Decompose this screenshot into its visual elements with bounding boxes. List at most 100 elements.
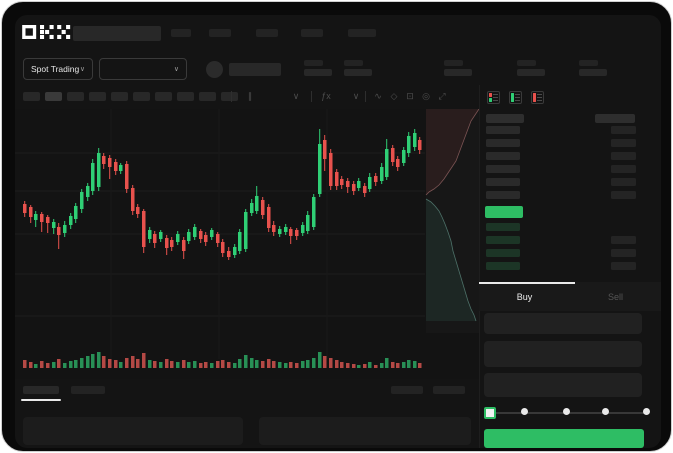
nav-item[interactable] [209, 29, 231, 37]
timeframe-button[interactable] [177, 92, 194, 101]
volume-bar [114, 360, 118, 368]
orderbook-layout-asks-icon[interactable] [531, 91, 544, 104]
candle-body [278, 229, 282, 234]
stat-label-placeholder [304, 60, 323, 66]
trade-input-field[interactable] [484, 341, 642, 367]
toolbar-separator [231, 91, 232, 102]
orders-action-button[interactable] [433, 386, 465, 394]
toolbar-separator [365, 91, 366, 102]
ask-price-bar[interactable] [486, 165, 520, 173]
camera-icon[interactable]: ⊡ [406, 91, 414, 101]
candle-body [261, 200, 265, 215]
ask-price-bar[interactable] [486, 178, 520, 186]
volume-bar [418, 363, 422, 368]
volume-bar [34, 364, 38, 368]
slider-handle[interactable] [484, 407, 496, 419]
market-search-placeholder[interactable] [73, 26, 161, 41]
candle-body [346, 181, 350, 187]
ask-price-bar[interactable] [486, 139, 520, 147]
market-mode-dropdown[interactable]: Spot Trading ∨ [23, 58, 93, 80]
nav-item[interactable] [171, 29, 191, 37]
candle-type-icon[interactable]: ∥ [247, 91, 253, 101]
compare-icon[interactable]: ◇ [390, 91, 398, 101]
ask-amount-bar [611, 178, 636, 186]
volume-bar [159, 362, 163, 368]
volume-bar [182, 360, 186, 368]
volume-bar [380, 363, 384, 368]
active-tab-indicator [479, 282, 575, 284]
trade-input-field[interactable] [484, 373, 642, 397]
timeframe-button[interactable] [67, 92, 84, 101]
volume-bar [346, 363, 350, 368]
nav-item[interactable] [301, 29, 323, 37]
volume-bar [221, 360, 225, 368]
trade-tabs: Buy Sell [479, 282, 661, 311]
candle-body [352, 184, 356, 191]
orderbook-layout-combined-icon[interactable] [487, 91, 500, 104]
bid-price-bar[interactable] [486, 223, 520, 231]
trade-input-field[interactable] [484, 313, 642, 334]
bid-price-bar[interactable] [486, 262, 520, 270]
nav-item[interactable] [256, 29, 278, 37]
volume-bar [233, 363, 237, 368]
market-mode-label: Spot Trading [31, 64, 80, 74]
orders-action-button[interactable] [391, 386, 423, 394]
active-tab-underline [21, 399, 61, 401]
submit-order-button[interactable] [484, 429, 644, 448]
chevron-down-icon[interactable]: ∨ [352, 91, 360, 101]
bid-price-bar[interactable] [486, 249, 520, 257]
last-price-bar[interactable] [485, 206, 523, 218]
ask-amount-bar [611, 126, 636, 134]
candle-body [91, 163, 95, 191]
candle-body [131, 188, 135, 211]
orderbook-layout-bids-icon[interactable] [509, 91, 522, 104]
orders-tab[interactable] [23, 386, 59, 394]
ask-price-bar[interactable] [486, 152, 520, 160]
candle-body [340, 179, 344, 185]
timeframe-button[interactable] [221, 92, 238, 101]
tab-sell[interactable]: Sell [570, 282, 661, 311]
candle-body [402, 150, 406, 163]
timeframe-button[interactable] [199, 92, 216, 101]
orderbook-header-amount [595, 114, 635, 123]
indicator-fx-icon[interactable]: ƒx [321, 91, 331, 101]
ask-price-bar[interactable] [486, 191, 520, 199]
candle-body [193, 227, 197, 237]
volume-bar [284, 363, 288, 368]
candle-body [407, 136, 411, 153]
timeframe-button[interactable] [23, 92, 40, 101]
orders-tab[interactable] [71, 386, 105, 394]
candlestick-chart[interactable] [15, 109, 479, 379]
candle-body [136, 207, 140, 214]
timeframe-button[interactable] [111, 92, 128, 101]
timeframe-button[interactable] [133, 92, 150, 101]
timeframe-button[interactable] [89, 92, 106, 101]
volume-bar [385, 358, 389, 368]
candle-body [97, 153, 101, 187]
stat-value-placeholder [344, 69, 372, 76]
slider-stop-dot[interactable] [602, 408, 609, 415]
timeframe-button[interactable] [155, 92, 172, 101]
target-icon[interactable]: ◎ [422, 91, 430, 101]
volume-bar [91, 354, 95, 368]
slider-stop-dot[interactable] [521, 408, 528, 415]
wave-line-icon[interactable]: ∿ [374, 91, 382, 101]
volume-bar [108, 359, 112, 368]
chevron-down-icon[interactable]: ∨ [292, 91, 300, 101]
slider-stop-dot[interactable] [643, 408, 650, 415]
fullscreen-icon[interactable]: ⤢ [438, 91, 446, 101]
volume-bar [357, 365, 361, 368]
pair-selector-dropdown[interactable]: ∨ [99, 58, 187, 80]
candle-body [363, 186, 367, 193]
volume-bar [250, 358, 254, 368]
nav-item[interactable] [348, 29, 376, 37]
tab-buy[interactable]: Buy [479, 282, 570, 311]
ask-price-bar[interactable] [486, 126, 520, 134]
slider-stop-dot[interactable] [563, 408, 570, 415]
volume-bar [335, 360, 339, 368]
candle-body [187, 232, 191, 241]
timeframe-button[interactable] [45, 92, 62, 101]
bid-price-bar[interactable] [486, 236, 520, 244]
volume-bar [131, 356, 135, 368]
volume-bar [402, 362, 406, 368]
